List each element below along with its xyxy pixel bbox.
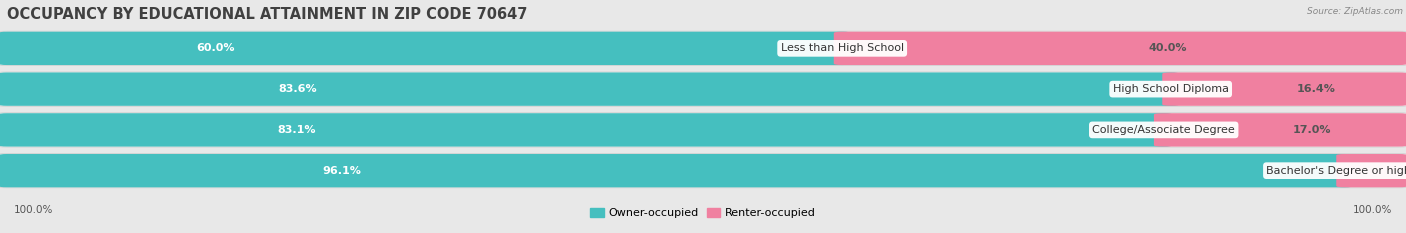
Text: 100.0%: 100.0% [14, 205, 53, 215]
Text: College/Associate Degree: College/Associate Degree [1092, 125, 1234, 135]
Text: 40.0%: 40.0% [1149, 43, 1187, 53]
FancyBboxPatch shape [0, 154, 1353, 187]
FancyBboxPatch shape [0, 32, 851, 65]
FancyBboxPatch shape [0, 113, 1406, 147]
Text: 96.1%: 96.1% [322, 166, 361, 176]
Text: 60.0%: 60.0% [197, 43, 235, 53]
Text: Bachelor's Degree or higher: Bachelor's Degree or higher [1267, 166, 1406, 176]
FancyBboxPatch shape [834, 32, 1406, 65]
FancyBboxPatch shape [0, 72, 1406, 106]
Text: 16.4%: 16.4% [1296, 84, 1336, 94]
Text: Source: ZipAtlas.com: Source: ZipAtlas.com [1308, 7, 1403, 16]
Text: High School Diploma: High School Diploma [1112, 84, 1229, 94]
Text: 83.1%: 83.1% [277, 125, 315, 135]
FancyBboxPatch shape [1154, 113, 1406, 147]
Text: 100.0%: 100.0% [1353, 205, 1392, 215]
FancyBboxPatch shape [1336, 154, 1406, 187]
FancyBboxPatch shape [0, 113, 1173, 147]
FancyBboxPatch shape [0, 154, 1406, 188]
Legend: Owner-occupied, Renter-occupied: Owner-occupied, Renter-occupied [586, 203, 820, 223]
Text: 83.6%: 83.6% [278, 84, 318, 94]
FancyBboxPatch shape [0, 72, 1180, 106]
Text: 17.0%: 17.0% [1292, 125, 1331, 135]
Text: OCCUPANCY BY EDUCATIONAL ATTAINMENT IN ZIP CODE 70647: OCCUPANCY BY EDUCATIONAL ATTAINMENT IN Z… [7, 7, 527, 22]
FancyBboxPatch shape [0, 31, 1406, 65]
Text: Less than High School: Less than High School [780, 43, 904, 53]
FancyBboxPatch shape [1163, 72, 1406, 106]
